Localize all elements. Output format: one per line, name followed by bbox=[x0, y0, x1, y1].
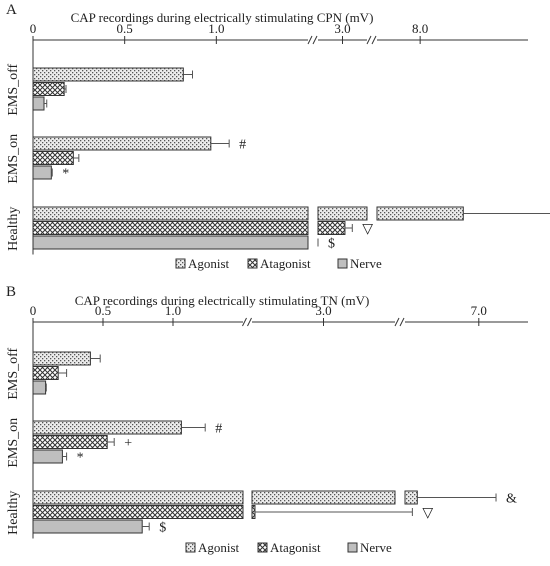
legend-label: Nerve bbox=[360, 540, 392, 555]
bar-atagonist bbox=[32, 366, 59, 380]
chart-title: CAP recordings during electrically stimu… bbox=[71, 10, 374, 25]
significance-marker: * bbox=[62, 167, 69, 182]
panel-letter: A bbox=[6, 2, 17, 18]
axis-break-mark bbox=[247, 317, 252, 327]
legend-swatch bbox=[337, 258, 348, 269]
bar-agonist bbox=[32, 420, 182, 435]
x-tick-label: 7.0 bbox=[471, 303, 487, 318]
bar-nerve bbox=[32, 96, 45, 111]
legend-label: Nerve bbox=[350, 256, 382, 271]
bar-nerve bbox=[32, 449, 63, 464]
legend-swatch bbox=[257, 542, 268, 553]
bar-nerve bbox=[32, 519, 143, 534]
legend-label: Agonist bbox=[188, 256, 230, 271]
significance-marker: + bbox=[124, 436, 132, 451]
bar-agonist bbox=[32, 67, 184, 82]
group-label: EMS_on bbox=[6, 134, 21, 184]
bar-agonist bbox=[404, 490, 418, 505]
panel-letter: B bbox=[6, 284, 16, 300]
bar-atagonist bbox=[317, 221, 346, 235]
axis-break-mark bbox=[312, 35, 318, 45]
legend-label: Atagonist bbox=[260, 256, 311, 271]
axis-break-mark bbox=[399, 317, 405, 327]
bar-agonist bbox=[317, 206, 368, 221]
legend-label: Agonist bbox=[198, 540, 240, 555]
bar-agonist bbox=[32, 206, 309, 221]
legend-swatch bbox=[247, 258, 258, 269]
panel-a: A CAP recordings during electrically stim… bbox=[6, 2, 550, 271]
x-tick-label: 0 bbox=[30, 303, 37, 318]
group-label: Healthy bbox=[6, 207, 21, 251]
group-label: EMS_off bbox=[6, 347, 21, 399]
group-label: Healthy bbox=[6, 491, 21, 535]
bar-agonist bbox=[32, 136, 212, 151]
group-label: EMS_off bbox=[6, 63, 21, 115]
significance-marker: ▽ bbox=[362, 222, 373, 237]
x-tick-label: 1.0 bbox=[165, 303, 181, 318]
legend-label: Atagonist bbox=[270, 540, 321, 555]
bar-atagonist bbox=[251, 505, 256, 519]
bar-agonist bbox=[251, 490, 396, 505]
significance-marker: & bbox=[506, 492, 517, 507]
significance-marker: # bbox=[239, 138, 246, 153]
bar-nerve bbox=[32, 165, 52, 180]
group-label: EMS_on bbox=[6, 418, 21, 468]
bar-nerve bbox=[32, 380, 47, 395]
x-tick-label: 1.0 bbox=[208, 21, 224, 36]
significance-marker: ▽ bbox=[422, 506, 433, 521]
axis-break-mark bbox=[371, 35, 377, 45]
axis-break-mark bbox=[242, 317, 247, 327]
axis-break-mark bbox=[307, 35, 313, 45]
x-tick-label: 0.5 bbox=[117, 21, 133, 36]
x-tick-label: 8.0 bbox=[412, 21, 428, 36]
bar-atagonist bbox=[32, 82, 65, 96]
x-tick-label: 0.5 bbox=[95, 303, 111, 318]
bar-agonist bbox=[32, 351, 91, 366]
x-tick-label: 3.0 bbox=[334, 21, 350, 36]
chart-title: CAP recordings during electrically stimu… bbox=[75, 293, 370, 308]
legend-swatch bbox=[175, 258, 186, 269]
bar-atagonist bbox=[32, 221, 309, 235]
bar-agonist bbox=[376, 206, 464, 221]
bar-agonist bbox=[32, 490, 244, 505]
x-tick-label: 3.0 bbox=[315, 303, 331, 318]
bar-atagonist bbox=[32, 505, 244, 519]
significance-marker: $ bbox=[159, 521, 166, 536]
bar-atagonist bbox=[32, 435, 108, 449]
axis-break-mark bbox=[394, 317, 400, 327]
axis-break-mark bbox=[366, 35, 372, 45]
significance-marker: $ bbox=[328, 237, 335, 252]
significance-marker: * bbox=[77, 451, 84, 466]
x-tick-label: 0 bbox=[30, 21, 37, 36]
panel-b: B CAP recordings during electrically stim… bbox=[6, 284, 528, 555]
bar-nerve bbox=[32, 235, 309, 250]
legend-swatch bbox=[185, 542, 196, 553]
significance-marker: # bbox=[215, 422, 222, 437]
bar-atagonist bbox=[32, 151, 74, 165]
legend-swatch bbox=[347, 542, 358, 553]
